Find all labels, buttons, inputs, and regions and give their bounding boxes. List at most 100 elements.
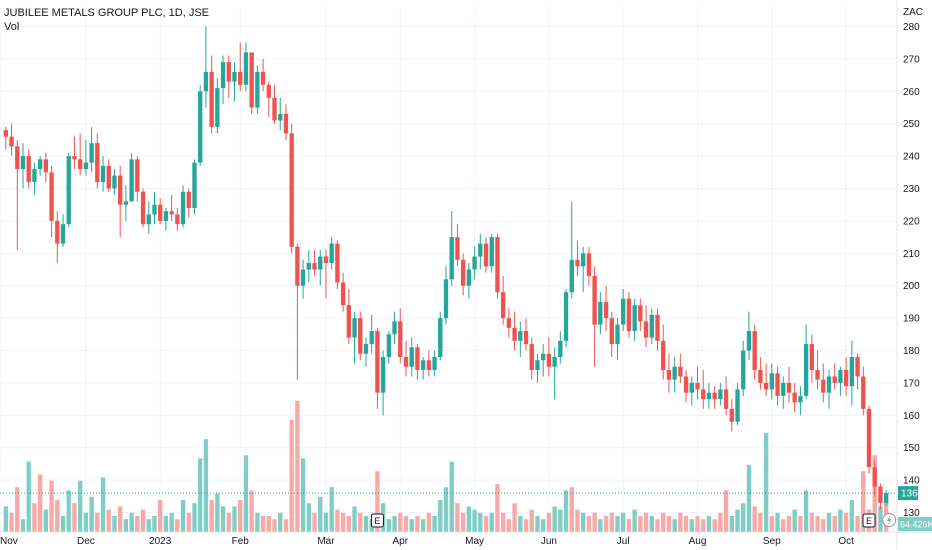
candle-body xyxy=(409,347,414,367)
volume-bar xyxy=(432,516,437,532)
volume-bar xyxy=(329,487,334,532)
symbol-title[interactable]: JUBILEE METALS GROUP PLC, 1D, JSE xyxy=(4,7,209,19)
candle-body xyxy=(729,408,734,422)
price-axis[interactable]: 130 140 150 160 170 180 190 200 210 220 230 240 250 2… xyxy=(896,0,932,550)
candle-body xyxy=(312,263,317,270)
volume-bar xyxy=(89,496,94,532)
volume-bar xyxy=(529,509,534,532)
candle-body xyxy=(180,191,186,225)
volume-bar xyxy=(169,512,174,532)
candle-body xyxy=(775,373,780,396)
candle-body xyxy=(563,292,569,341)
time-tick-label: Aug xyxy=(689,536,707,547)
chart-legend: JUBILEE METALS GROUP PLC, 1D, JSE Vol xyxy=(4,6,209,34)
candle-body xyxy=(763,382,769,390)
lightning-icon[interactable] xyxy=(882,513,897,527)
volume-bar xyxy=(798,516,803,532)
volume-bar xyxy=(643,512,649,532)
candle-body xyxy=(49,172,54,221)
volume-bar xyxy=(32,503,37,532)
last-volume-badge xyxy=(898,517,932,531)
candle-body xyxy=(220,62,226,89)
earnings-marker[interactable]: E xyxy=(370,513,384,528)
volume-bar xyxy=(146,519,151,532)
volume-bar xyxy=(809,512,815,532)
volume-bar xyxy=(541,519,546,532)
candle-body xyxy=(718,389,723,400)
volume-bar xyxy=(558,509,563,532)
volume-bar xyxy=(135,516,140,532)
candle-body xyxy=(198,91,203,163)
volume-bar xyxy=(238,500,243,532)
candle-body xyxy=(758,369,763,383)
price-tick-label: 220 xyxy=(903,216,920,227)
candle-body xyxy=(466,269,472,286)
volume-bar xyxy=(449,461,454,532)
candle-body xyxy=(215,88,220,127)
candle-body xyxy=(260,71,266,85)
volume-bar xyxy=(489,512,494,532)
volume-bar xyxy=(861,471,866,532)
candle-body xyxy=(66,156,71,225)
candle-body xyxy=(626,298,632,332)
candle-body xyxy=(443,279,449,319)
time-axis[interactable]: Nov Dec 2023 Feb Mar Apr May Jun Jul Aug Sep Oct xyxy=(0,531,932,547)
volume-bar xyxy=(403,516,409,532)
volume-bar xyxy=(100,477,106,532)
candle-body xyxy=(100,165,106,183)
candle-body xyxy=(106,165,111,189)
time-tick-label: Jul xyxy=(617,536,630,547)
earnings-marker[interactable]: E xyxy=(862,513,876,528)
candle-body xyxy=(832,376,837,383)
candle-body xyxy=(135,159,140,192)
volume-bar xyxy=(838,509,843,532)
volume-bar xyxy=(306,503,311,532)
volume-bar xyxy=(106,509,111,532)
candle-body xyxy=(569,259,574,293)
candle-body xyxy=(352,318,357,338)
candle-body xyxy=(615,324,620,345)
candle-body xyxy=(363,344,369,354)
candle-body xyxy=(798,395,803,403)
candle-body xyxy=(192,162,197,208)
candle-body xyxy=(781,382,786,396)
volume-bar xyxy=(260,516,266,532)
currency-label: ZAC xyxy=(903,7,923,18)
candle-body xyxy=(861,376,866,409)
time-tick-label: 2023 xyxy=(149,536,172,547)
candle-body xyxy=(683,376,689,393)
volume-bar xyxy=(752,506,757,532)
volume-bar xyxy=(472,509,477,532)
volume-bar xyxy=(609,512,614,532)
candle-body xyxy=(346,305,351,338)
time-tick-label: Mar xyxy=(317,536,335,547)
volume-bar xyxy=(300,458,306,532)
candle-body xyxy=(695,382,700,390)
candle-body xyxy=(318,256,323,270)
volume-bar xyxy=(655,519,660,532)
candle-body xyxy=(306,263,311,270)
volume-bar xyxy=(786,516,792,532)
candle-body xyxy=(226,62,231,82)
volume-bar xyxy=(140,509,146,532)
candle-body xyxy=(89,143,94,163)
volume-bar xyxy=(661,512,666,532)
time-tick-label: May xyxy=(465,536,484,547)
volume-bar xyxy=(226,512,231,532)
volume-bar xyxy=(118,506,123,532)
volume-bar xyxy=(83,512,89,532)
candle-body xyxy=(432,357,437,370)
candle-body xyxy=(455,237,460,260)
candle-body xyxy=(752,331,757,370)
volume-bar xyxy=(283,519,289,532)
volume-bar xyxy=(386,519,392,532)
candle-body xyxy=(392,321,397,335)
candle-body xyxy=(83,162,89,170)
candle-body xyxy=(649,314,654,338)
volume-bar xyxy=(843,512,849,532)
volume-bar xyxy=(203,439,209,532)
candle-body xyxy=(243,52,249,85)
candle-body xyxy=(546,353,552,367)
volume-bar xyxy=(586,516,592,532)
